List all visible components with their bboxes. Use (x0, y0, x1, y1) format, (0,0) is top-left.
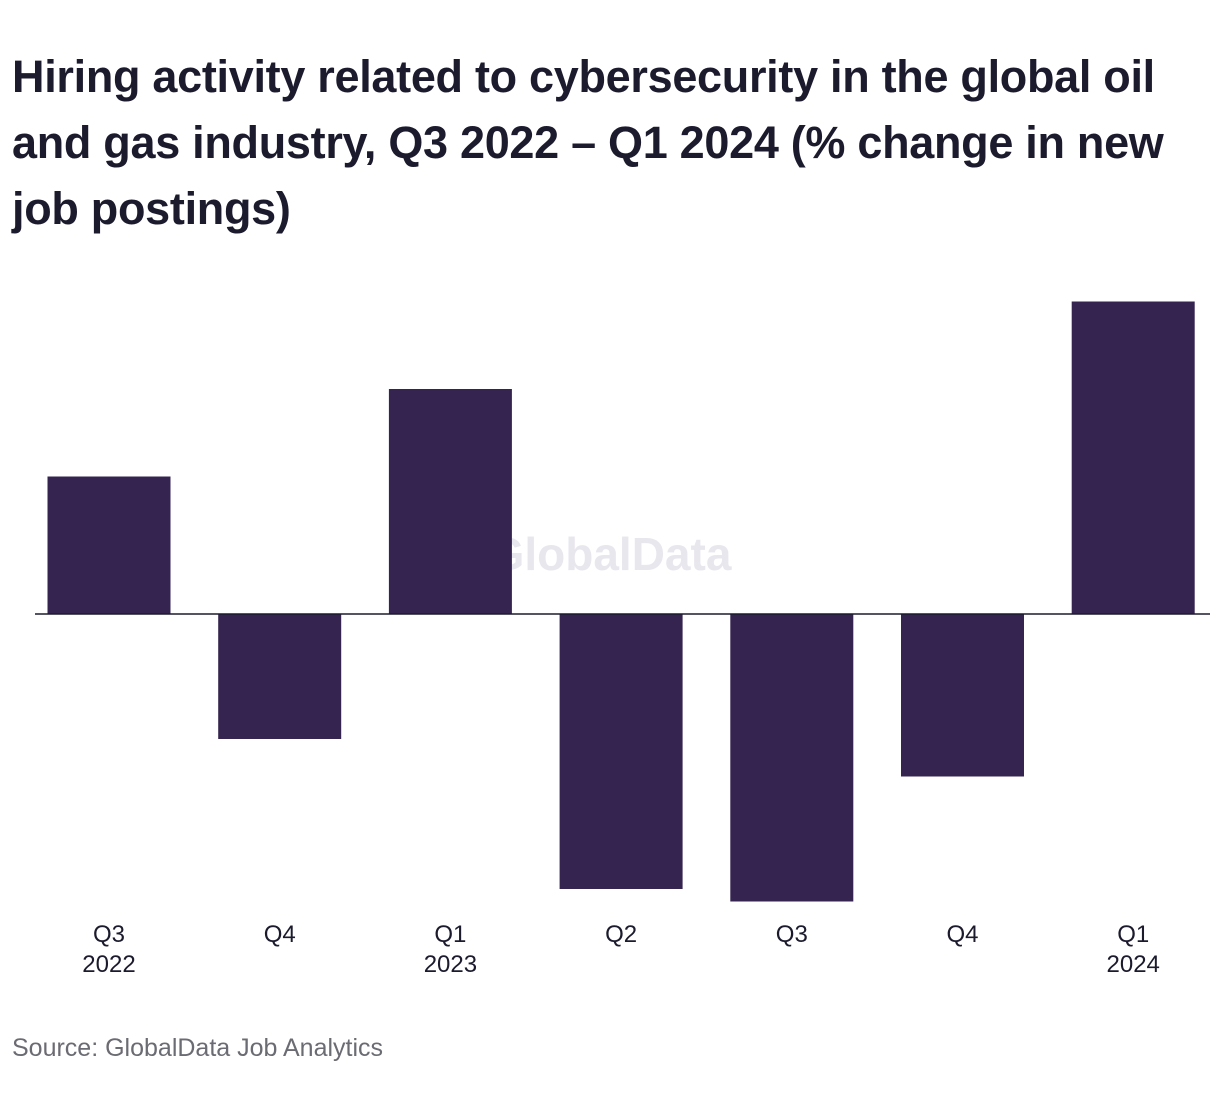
bar-5 (901, 614, 1024, 777)
bar-0 (47, 476, 171, 614)
source-note: Source: GlobalData Job Analytics (12, 1034, 384, 1062)
chart-title: Hiring activity related to cybersecurity… (12, 51, 1164, 234)
bar-chart: GlobalData Q3 2022 Q4 Q1 2023 Q2 Q3 Q4 Q1 2024 (35, 301, 1210, 978)
x-tick-label-1: Q4 (264, 921, 296, 948)
watermark: GlobalData (489, 528, 732, 580)
x-tick-label-6: Q1 2024 (1107, 921, 1160, 978)
bar-2 (388, 389, 512, 614)
chart-area: GlobalData Q3 2022 Q4 Q1 2023 Q2 Q3 Q4 Q1 2024 (0, 270, 1220, 990)
bar-1 (218, 614, 342, 739)
x-tick-label-2: Q1 2023 (424, 921, 477, 978)
x-tick-label-3: Q2 (605, 921, 637, 948)
bar-3 (559, 614, 683, 889)
bar-6 (1071, 301, 1195, 614)
x-tick-label-0: Q3 2022 (82, 921, 135, 978)
bar-4 (730, 614, 854, 902)
x-tick-label-4: Q3 (776, 921, 808, 948)
x-tick-label-5: Q4 (946, 921, 978, 948)
